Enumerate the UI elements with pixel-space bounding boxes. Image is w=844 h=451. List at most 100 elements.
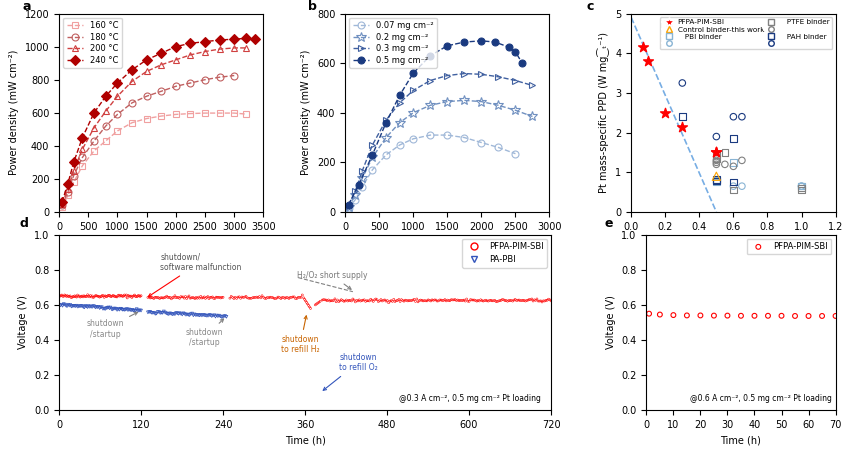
X-axis label: Time (h): Time (h) (721, 436, 761, 446)
Point (176, 311, 189, 318)
Point (192, 312, 206, 319)
Point (298, 296, 311, 303)
0.07 mg cm⁻² (511, 151, 521, 156)
Point (157, 308, 170, 315)
Point (477, 298, 490, 305)
Point (111, 305, 125, 313)
Point (186, 294, 199, 301)
Point (418, 297, 431, 304)
Point (388, 298, 402, 305)
Point (429, 296, 442, 304)
Point (455, 297, 468, 304)
Point (242, 295, 256, 302)
Point (727, 183, 740, 190)
Point (403, 297, 416, 304)
Point (303, 303, 316, 310)
0.2 mg cm⁻² (395, 120, 405, 125)
Point (60, 293, 73, 300)
180 °C (214, 74, 225, 80)
Point (100, 293, 114, 300)
180 °C (62, 189, 73, 195)
Point (190, 312, 203, 319)
0.3 mg cm⁻² (476, 72, 486, 77)
Point (490, 298, 503, 305)
0.2 mg cm⁻² (408, 110, 419, 115)
Point (114, 292, 127, 299)
Point (458, 298, 472, 305)
Point (78, 304, 91, 311)
0.3 mg cm⁻² (381, 118, 391, 123)
Point (97, 294, 111, 301)
Point (173, 309, 187, 317)
Point (263, 294, 277, 301)
Point (67, 302, 80, 309)
Point (675, 123, 689, 130)
Point (167, 310, 181, 318)
Point (381, 299, 395, 306)
Point (53, 293, 67, 300)
Point (470, 298, 484, 305)
Point (74, 303, 88, 310)
160 °C (89, 148, 100, 153)
Text: shutdown/
software malfunction: shutdown/ software malfunction (149, 252, 241, 296)
Legend: PFPA-PIM-SBI, Control binder-this work,    PBI binder, ,    PTFE binder, ,    PA: PFPA-PIM-SBI, Control binder-this work, … (660, 17, 832, 49)
Point (181, 311, 195, 318)
Point (468, 297, 482, 304)
Point (107, 293, 121, 300)
Point (234, 295, 247, 302)
Point (143, 308, 157, 316)
180 °C (156, 88, 166, 94)
Point (58, 301, 72, 308)
Point (81, 304, 95, 311)
Point (710, 161, 723, 168)
240 °C (112, 80, 122, 86)
Point (259, 295, 273, 302)
Point (174, 293, 187, 300)
0.3 mg cm⁻² (442, 73, 452, 78)
Point (358, 296, 371, 304)
Point (517, 297, 531, 304)
Point (366, 298, 380, 305)
Point (109, 293, 122, 300)
0.07 mg cm⁻² (367, 167, 377, 173)
Point (56, 293, 69, 300)
Point (395, 296, 408, 303)
Point (131, 307, 144, 314)
240 °C (214, 37, 225, 43)
Point (436, 297, 449, 304)
200 °C (214, 46, 225, 52)
Point (125, 307, 138, 314)
Point (252, 294, 265, 301)
Point (360, 297, 374, 304)
Point (59, 292, 73, 299)
240 °C (78, 135, 88, 140)
Point (194, 311, 208, 318)
Point (279, 294, 293, 301)
Point (211, 313, 225, 320)
Point (223, 295, 236, 302)
PFPA-PIM-SBI (667, 312, 680, 319)
Point (134, 292, 148, 299)
Point (181, 294, 195, 301)
Point (155, 294, 169, 301)
Point (133, 293, 147, 300)
160 °C (186, 111, 196, 116)
Point (515, 297, 528, 304)
PFPA-PIM-SBI (761, 312, 775, 319)
Point (675, 113, 689, 120)
Point (312, 299, 326, 306)
0.3 mg cm⁻² (511, 78, 521, 83)
180 °C (57, 202, 67, 208)
Point (373, 297, 387, 304)
Point (141, 309, 154, 316)
200 °C (200, 49, 210, 54)
Point (381, 297, 394, 304)
Point (95, 293, 108, 300)
Point (57, 300, 70, 308)
Point (125, 294, 138, 301)
Point (89, 292, 102, 299)
Point (468, 296, 481, 304)
Point (121, 295, 134, 302)
Point (205, 313, 219, 320)
Point (361, 297, 375, 304)
